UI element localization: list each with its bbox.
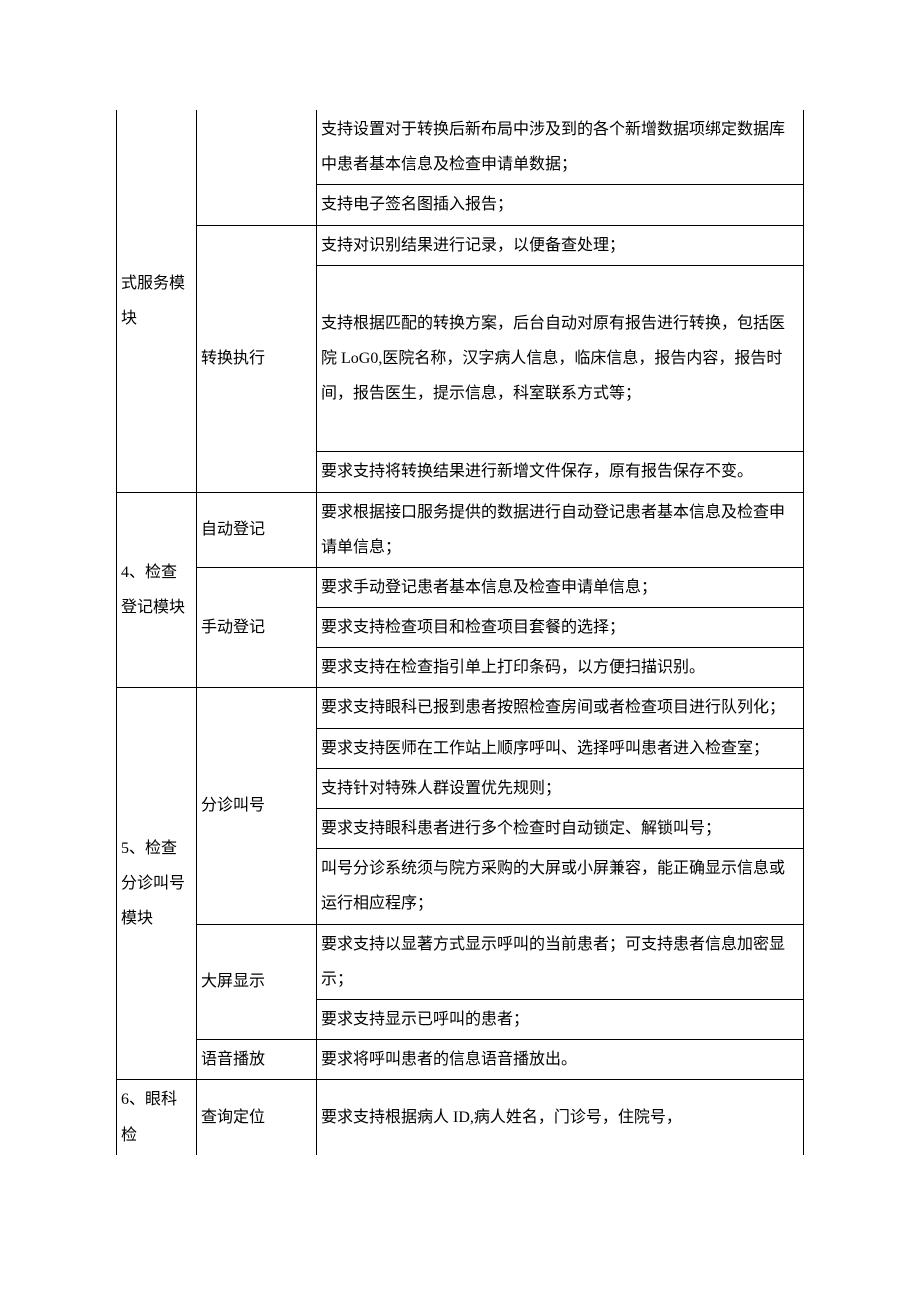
module-cell: 6、眼科检	[117, 1080, 197, 1155]
module-cell: 式服务模块	[117, 110, 197, 492]
desc-cell: 要求根据接口服务提供的数据进行自动登记患者基本信息及检查申请单信息；	[317, 492, 804, 567]
desc-cell: 要求支持医师在工作站上顺序呼叫、选择呼叫患者进入检查室；	[317, 728, 804, 768]
desc-cell: 支持对识别结果进行记录，以便备查处理；	[317, 225, 804, 265]
desc-cell: 叫号分诊系统须与院方采购的大屏或小屏兼容，能正确显示信息或运行相应程序；	[317, 849, 804, 924]
desc-cell: 要求支持根据病人 ID,病人姓名，门诊号，住院号，	[317, 1080, 804, 1155]
desc-cell: 要求支持在检查指引单上打印条码，以方便扫描识别。	[317, 648, 804, 688]
module-cell: 4、检查登记模块	[117, 492, 197, 688]
desc-cell: 要求手动登记患者基本信息及检查申请单信息；	[317, 567, 804, 607]
desc-cell: 支持针对特殊人群设置优先规则；	[317, 768, 804, 808]
feature-cell	[197, 110, 317, 225]
desc-cell: 支持电子签名图插入报告；	[317, 185, 804, 225]
desc-cell: 支持根据匹配的转换方案，后台自动对原有报告进行转换，包括医院 LoG0,医院名称…	[317, 265, 804, 452]
feature-cell: 转换执行	[197, 225, 317, 492]
desc-cell: 要求支持眼科已报到患者按照检查房间或者检查项目进行队列化；	[317, 688, 804, 728]
desc-cell: 要求支持检查项目和检查项目套餐的选择；	[317, 608, 804, 648]
table-row: 大屏显示 要求支持以显著方式显示呼叫的当前患者；可支持患者信息加密显示；	[117, 924, 804, 999]
table-row: 转换执行 支持对识别结果进行记录，以便备查处理；	[117, 225, 804, 265]
desc-cell: 要求将呼叫患者的信息语音播放出。	[317, 1040, 804, 1080]
desc-cell: 要求支持将转换结果进行新增文件保存，原有报告保存不变。	[317, 452, 804, 492]
table-row: 5、检查分诊叫号模块 分诊叫号 要求支持眼科已报到患者按照检查房间或者检查项目进…	[117, 688, 804, 728]
desc-cell: 要求支持眼科患者进行多个检查时自动锁定、解锁叫号；	[317, 809, 804, 849]
requirements-table: 式服务模块 支持设置对于转换后新布局中涉及到的各个新增数据项绑定数据库中患者基本…	[116, 110, 804, 1155]
feature-cell: 查询定位	[197, 1080, 317, 1155]
module-cell: 5、检查分诊叫号模块	[117, 688, 197, 1080]
feature-cell: 手动登记	[197, 567, 317, 688]
table-row: 手动登记 要求手动登记患者基本信息及检查申请单信息；	[117, 567, 804, 607]
desc-cell: 支持设置对于转换后新布局中涉及到的各个新增数据项绑定数据库中患者基本信息及检查申…	[317, 110, 804, 185]
table-row: 4、检查登记模块 自动登记 要求根据接口服务提供的数据进行自动登记患者基本信息及…	[117, 492, 804, 567]
desc-cell: 要求支持显示已呼叫的患者；	[317, 999, 804, 1039]
feature-cell: 自动登记	[197, 492, 317, 567]
desc-cell: 要求支持以显著方式显示呼叫的当前患者；可支持患者信息加密显示；	[317, 924, 804, 999]
feature-cell: 语音播放	[197, 1040, 317, 1080]
table-row: 6、眼科检 查询定位 要求支持根据病人 ID,病人姓名，门诊号，住院号，	[117, 1080, 804, 1155]
feature-cell: 分诊叫号	[197, 688, 317, 924]
table-row: 语音播放 要求将呼叫患者的信息语音播放出。	[117, 1040, 804, 1080]
table-row: 式服务模块 支持设置对于转换后新布局中涉及到的各个新增数据项绑定数据库中患者基本…	[117, 110, 804, 185]
feature-cell: 大屏显示	[197, 924, 317, 1040]
